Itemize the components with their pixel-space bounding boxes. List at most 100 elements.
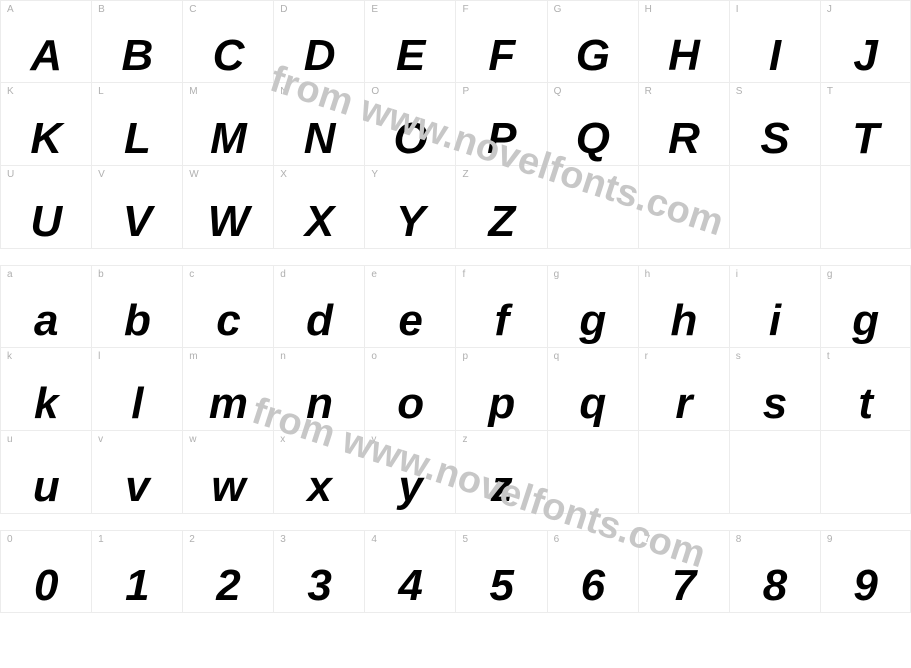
glyph-key-label: G xyxy=(554,4,562,15)
glyph-char: t xyxy=(821,382,910,426)
glyph-char: a xyxy=(1,299,91,343)
glyph-key-label: 9 xyxy=(827,534,833,545)
glyph-cell: gg xyxy=(547,265,638,348)
glyph-cell xyxy=(729,166,820,249)
glyph-key-label: E xyxy=(371,4,378,15)
glyph-key-label: O xyxy=(371,86,379,97)
glyph-key-label: H xyxy=(645,4,652,15)
glyph-char: J xyxy=(821,34,910,78)
glyph-char: N xyxy=(274,117,364,161)
glyph-key-label: b xyxy=(98,269,104,280)
glyph-cell xyxy=(547,431,638,514)
glyph-cell: AA xyxy=(0,0,91,83)
glyph-cell: JJ xyxy=(820,0,911,83)
glyph-cell: pp xyxy=(455,348,546,431)
glyph-key-label: m xyxy=(189,351,197,362)
glyph-key-label: L xyxy=(98,86,104,97)
glyph-cell: NN xyxy=(273,83,364,166)
glyph-cell xyxy=(638,166,729,249)
glyph-cell: PP xyxy=(455,83,546,166)
glyph-key-label: x xyxy=(280,434,285,445)
glyph-cell: KK xyxy=(0,83,91,166)
glyph-char: S xyxy=(730,117,820,161)
glyph-char: Z xyxy=(456,200,546,244)
glyph-char: o xyxy=(365,382,455,426)
glyph-char: T xyxy=(821,117,910,161)
glyph-key-label: J xyxy=(827,4,832,15)
glyph-cell xyxy=(820,166,911,249)
glyph-key-label: g xyxy=(827,269,833,280)
glyph-cell: LL xyxy=(91,83,182,166)
glyph-char: m xyxy=(183,382,273,426)
glyph-row: 00112233445566778899 xyxy=(0,530,911,613)
glyph-cell: dd xyxy=(273,265,364,348)
glyph-cell: BB xyxy=(91,0,182,83)
glyph-key-label: W xyxy=(189,169,198,180)
glyph-cell: MM xyxy=(182,83,273,166)
glyph-cell: ll xyxy=(91,348,182,431)
glyph-char: 3 xyxy=(274,564,364,608)
glyph-key-label: c xyxy=(189,269,194,280)
glyph-cell: RR xyxy=(638,83,729,166)
glyph-cell xyxy=(729,431,820,514)
glyph-char: 7 xyxy=(639,564,729,608)
glyph-char: r xyxy=(639,382,729,426)
glyph-key-label: v xyxy=(98,434,103,445)
glyph-key-label: w xyxy=(189,434,196,445)
glyph-char: s xyxy=(730,382,820,426)
glyph-cell: aa xyxy=(0,265,91,348)
glyph-char: O xyxy=(365,117,455,161)
glyph-key-label: k xyxy=(7,351,12,362)
glyph-key-label: K xyxy=(7,86,14,97)
glyph-cell: rr xyxy=(638,348,729,431)
glyph-key-label: o xyxy=(371,351,377,362)
glyph-key-label: B xyxy=(98,4,105,15)
glyph-cell: qq xyxy=(547,348,638,431)
glyph-cell: kk xyxy=(0,348,91,431)
glyph-char: F xyxy=(456,34,546,78)
glyph-char: 2 xyxy=(183,564,273,608)
glyph-key-label: y xyxy=(371,434,376,445)
glyph-key-label: 8 xyxy=(736,534,742,545)
glyph-key-label: P xyxy=(462,86,469,97)
glyph-row: AABBCCDDEEFFGGHHIIJJ xyxy=(0,0,911,83)
glyph-char: Q xyxy=(548,117,638,161)
glyph-cell: tt xyxy=(820,348,911,431)
glyph-cell: vv xyxy=(91,431,182,514)
glyph-key-label: T xyxy=(827,86,833,97)
glyph-key-label: C xyxy=(189,4,196,15)
glyph-char: A xyxy=(1,34,91,78)
glyph-key-label: 2 xyxy=(189,534,195,545)
glyph-cell: bb xyxy=(91,265,182,348)
glyph-char: v xyxy=(92,465,182,509)
glyph-cell: mm xyxy=(182,348,273,431)
glyph-key-label: S xyxy=(736,86,743,97)
glyph-cell xyxy=(820,431,911,514)
glyph-key-label: U xyxy=(7,169,14,180)
glyph-cell: GG xyxy=(547,0,638,83)
glyph-cell: 22 xyxy=(182,530,273,613)
glyph-cell: ww xyxy=(182,431,273,514)
glyph-cell: SS xyxy=(729,83,820,166)
glyph-key-label: h xyxy=(645,269,651,280)
glyph-key-label: Z xyxy=(462,169,468,180)
glyph-cell: ii xyxy=(729,265,820,348)
glyph-row: KKLLMMNNOOPPQQRRSSTT xyxy=(0,83,911,166)
glyph-cell: ff xyxy=(455,265,546,348)
glyph-key-label: s xyxy=(736,351,741,362)
glyph-key-label: p xyxy=(462,351,468,362)
glyph-cell: oo xyxy=(364,348,455,431)
glyph-char: V xyxy=(92,200,182,244)
glyph-char: z xyxy=(456,465,546,509)
glyph-cell: OO xyxy=(364,83,455,166)
glyph-cell: gg xyxy=(820,265,911,348)
glyph-key-label: 0 xyxy=(7,534,13,545)
glyph-char: U xyxy=(1,200,91,244)
glyph-cell: DD xyxy=(273,0,364,83)
glyph-char: f xyxy=(456,299,546,343)
glyph-row: uuvvwwxxyyzz xyxy=(0,431,911,514)
glyph-char: e xyxy=(365,299,455,343)
glyph-key-label: D xyxy=(280,4,287,15)
glyph-char: M xyxy=(183,117,273,161)
glyph-cell: TT xyxy=(820,83,911,166)
